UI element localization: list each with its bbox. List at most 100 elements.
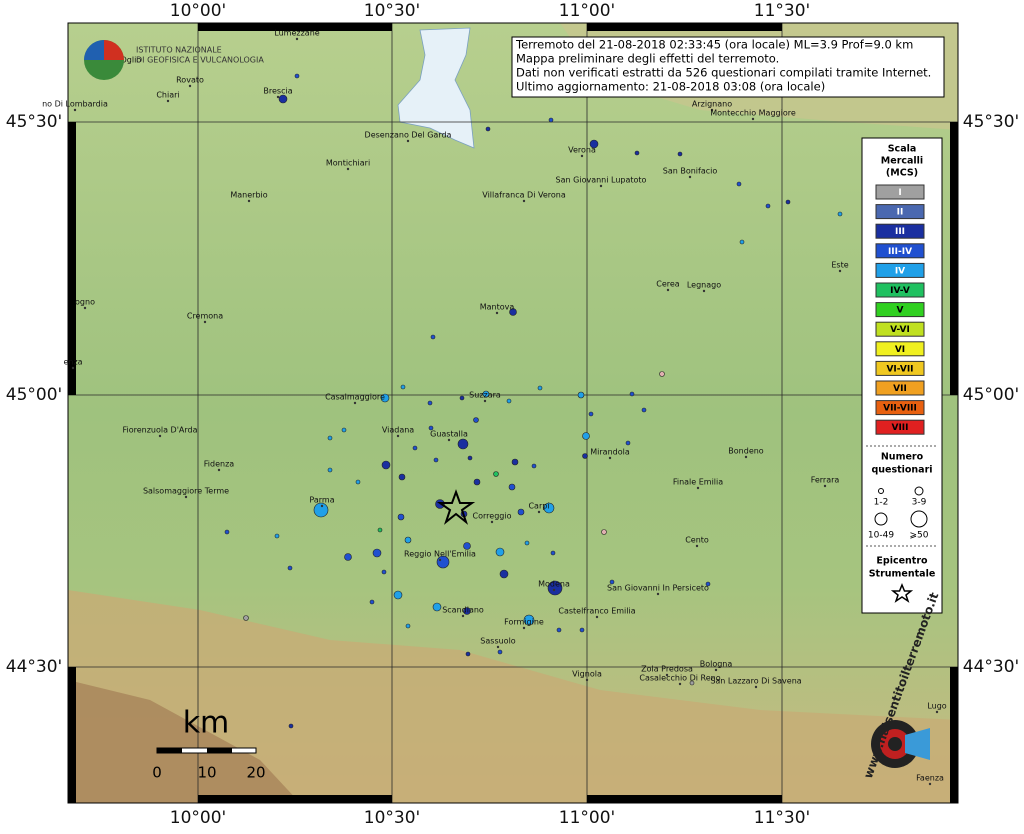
epicenter-symbol — [890, 583, 914, 603]
logo-wave — [905, 728, 930, 760]
intensity-dot — [457, 438, 469, 450]
legend-label: IV — [895, 266, 905, 276]
city-label: Bologna — [700, 660, 733, 669]
legend-label: III — [895, 227, 905, 237]
city-dot — [166, 99, 170, 103]
city-dot — [203, 320, 207, 324]
intensity-dot — [659, 371, 665, 377]
intensity-dot — [485, 126, 491, 132]
size-label: ⩾50 — [910, 531, 929, 541]
intensity-dot — [372, 548, 382, 558]
info-line: Mappa preliminare degli effetti del terr… — [516, 52, 779, 66]
city-label: ogno — [75, 298, 95, 307]
city-dot — [522, 626, 526, 630]
city-label: Parma — [309, 496, 334, 505]
scale-label: 10 — [197, 764, 216, 782]
city-label: Vignola — [572, 670, 602, 679]
city-label: Este — [831, 261, 848, 270]
intensity-dot — [467, 455, 473, 461]
lat-label: 45°30' — [963, 112, 1019, 132]
city-dot — [656, 592, 660, 596]
intensity-dot — [313, 502, 329, 518]
city-label: Mantova — [480, 303, 515, 312]
city-label: Brescia — [263, 87, 292, 96]
city-dot — [665, 673, 669, 677]
city-dot — [320, 504, 324, 508]
city-dot — [83, 306, 87, 310]
intensity-dot — [433, 457, 439, 463]
city-label: San Bonifacio — [663, 167, 718, 176]
lon-label: 10°00' — [170, 808, 226, 828]
city-dot — [838, 269, 842, 273]
city-dot — [585, 678, 589, 682]
city-dot — [599, 184, 603, 188]
intensity-dot — [497, 649, 503, 655]
intensity-dot — [224, 529, 230, 535]
city-label: Legnago — [687, 281, 721, 290]
info-line: Ultimo aggiornamento: 21-08-2018 03:08 (… — [516, 80, 825, 94]
city-dot — [537, 510, 541, 514]
intensity-dot — [785, 199, 791, 205]
size-symbol — [878, 488, 884, 494]
legend: Scala Mercalli (MCS) Numero questionari … — [861, 137, 943, 614]
intensity-dot — [579, 627, 585, 633]
intensity-dot — [524, 540, 530, 546]
epicenter-title: Epicentro — [876, 556, 928, 567]
city-dot — [580, 154, 584, 158]
city-dot — [396, 434, 400, 438]
intensity-dot — [428, 425, 434, 431]
legend-label: II — [897, 208, 904, 218]
lon-label: 11°30' — [754, 808, 810, 828]
city-dot — [71, 366, 75, 370]
city-label: Mirandola — [590, 448, 630, 457]
count-title: questionari — [871, 465, 932, 476]
intensity-dot — [677, 151, 683, 157]
intensity-dot — [473, 417, 479, 423]
info-box: Terremoto del 21-08-2018 02:33:45 (ora l… — [511, 36, 945, 98]
intensity-dot — [508, 483, 516, 491]
intensity-dot — [465, 651, 471, 657]
legend-label: V-VI — [890, 325, 910, 335]
legend-label: VIII — [891, 423, 908, 433]
lat-label: 44°30' — [963, 657, 1019, 677]
city-dot — [495, 311, 499, 315]
epicenter-star — [436, 489, 476, 525]
city-dot — [438, 558, 442, 562]
city-dot — [73, 108, 77, 112]
intensity-dot — [625, 440, 631, 446]
intensity-dot — [537, 385, 543, 391]
intensity-dot — [582, 453, 588, 459]
legend-swatch — [875, 223, 925, 239]
size-symbol — [914, 486, 924, 496]
city-label: San Lazzaro Di Savena — [710, 677, 801, 686]
city-dot — [184, 495, 188, 499]
legend-label: VI — [895, 345, 905, 355]
city-dot — [483, 399, 487, 403]
city-dot — [188, 84, 192, 88]
city-label: Modena — [538, 580, 570, 589]
legend-title: Scala — [888, 144, 917, 155]
intensity-dot — [495, 547, 505, 557]
intensity-dot — [463, 542, 471, 550]
city-label: Lugo — [927, 702, 946, 711]
intensity-dot — [294, 73, 300, 79]
legend-swatch — [875, 243, 925, 259]
city-dot — [928, 782, 932, 786]
city-label: Faenza — [916, 774, 944, 783]
intensity-dot — [689, 680, 695, 686]
intensity-dot — [736, 181, 742, 187]
intensity-dot — [511, 458, 519, 466]
city-dot — [496, 645, 500, 649]
scale-segment — [207, 748, 232, 753]
legend-swatch — [875, 262, 925, 278]
city-dot — [217, 468, 221, 472]
frame-bars — [68, 23, 958, 803]
city-label: Montichiari — [326, 159, 370, 168]
info-line: Terremoto del 21-08-2018 02:33:45 (ora l… — [515, 38, 913, 52]
intensity-dot — [430, 334, 436, 340]
lon-label: 10°30' — [364, 1, 420, 21]
epicenter-title: Strumentale — [869, 569, 936, 580]
city-label: Salsomaggiore Terme — [143, 487, 229, 496]
size-label: 10-49 — [868, 531, 894, 541]
